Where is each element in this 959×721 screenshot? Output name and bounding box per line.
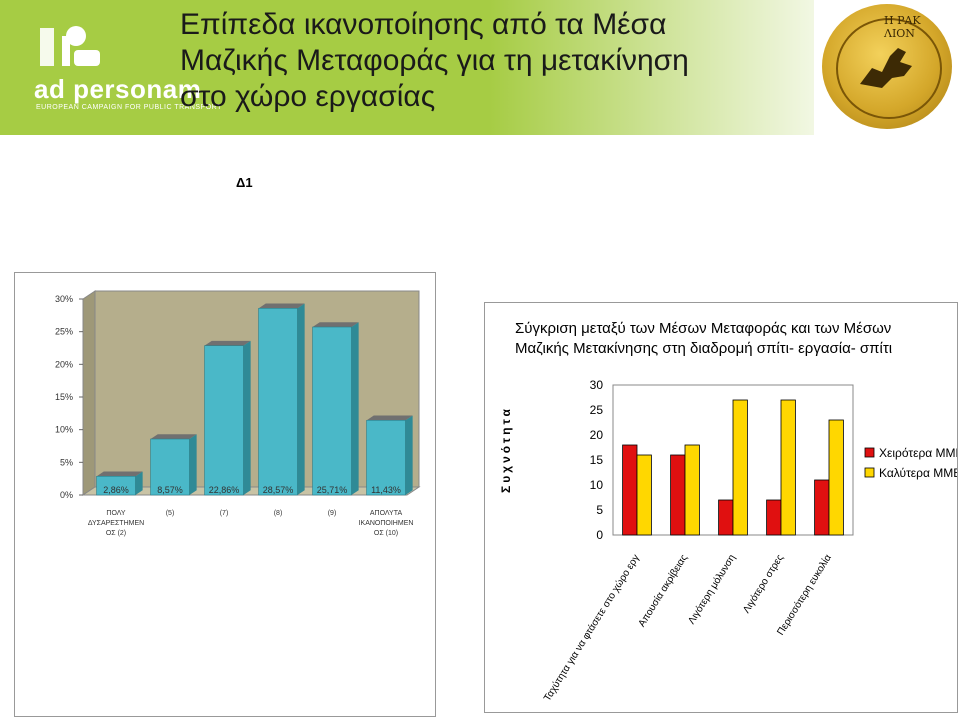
satisfaction-bar-chart: 0% 5% 10% 15% 20% 25% 30% 2,86% ΠΟΛΥ ΔΥΣΑΡΕΣΤΗΜΕΝ… — [55, 290, 421, 537]
bar — [312, 326, 352, 496]
slide-label: Δ1 — [236, 175, 253, 190]
bar-side — [243, 340, 251, 495]
comparison-y-tick-label: 25 — [590, 403, 604, 417]
legend-swatch — [864, 447, 875, 458]
bar-data-label: 11,43% — [371, 485, 401, 495]
comparison-bar — [636, 454, 652, 536]
x-category-label: ΑΠΟΛΥΤΑ — [370, 510, 403, 517]
chart-side-wall — [82, 290, 96, 496]
seal-ring — [836, 18, 942, 119]
bar-top — [366, 415, 413, 421]
y-tick-label: 25% — [55, 327, 73, 337]
y-tick-label: 30% — [55, 294, 73, 304]
comparison-bar — [732, 399, 748, 536]
x-category-label: (7) — [220, 510, 229, 517]
comparison-y-tick-label: 0 — [596, 528, 603, 542]
comparison-chart-title-line-1: Σύγκριση μεταξύ των Μέσων Μεταφοράς και … — [515, 320, 891, 337]
x-category-label: ΔΥΣΑΡΕΣΤΗΜΕΝ — [88, 520, 144, 527]
comparison-y-tick-label: 10 — [590, 478, 604, 492]
x-category-label: ΟΣ (10) — [374, 530, 398, 537]
y-tick-label: 5% — [60, 457, 73, 467]
comparison-x-category-label: Περισσότερη ευκολία — [775, 552, 835, 637]
bar-top — [204, 340, 251, 346]
bar-data-label: 22,86% — [209, 485, 240, 495]
seal-lettering: Η ΡΑΚ ΛΙΟΝ — [884, 14, 921, 40]
bar-data-label: 25,71% — [317, 485, 348, 495]
x-category-label: (5) — [166, 510, 175, 517]
legend-label: Καλύτερα ΜΜΕ — [879, 466, 957, 480]
header-banner-fade — [0, 0, 814, 135]
y-tick-label: 10% — [55, 425, 73, 435]
y-tick-label: 0% — [60, 490, 73, 500]
logo-subtitle: EUROPEAN CAMPAIGN FOR PUBLIC TRANSPORT — [36, 104, 222, 111]
satisfaction-chart-panel: 0% 5% 10% 15% 20% 25% 30% 2,86% ΠΟΛΥ ΔΥΣΑΡΕΣΤΗΜΕΝ… — [14, 272, 436, 717]
comparison-bar — [766, 499, 782, 536]
comparison-bar — [828, 419, 844, 536]
comparison-x-category-label: Απουσία ακρίβειας — [636, 552, 690, 629]
bar-side — [351, 322, 359, 495]
bar-side — [297, 303, 305, 495]
comparison-chart-title-line-2: Μαζικής Μετακίνησης στη διαδρομή σπίτι- … — [515, 340, 892, 357]
university-seal-icon: Η ΡΑΚ ΛΙΟΝ — [822, 4, 952, 129]
comparison-x-category-label: Λιγότερο στρες — [740, 552, 786, 615]
comparison-bar — [622, 444, 638, 536]
comparison-bar — [814, 479, 830, 536]
comparison-bar — [718, 499, 734, 536]
bar — [258, 308, 298, 496]
comparison-bar — [780, 399, 796, 536]
x-category-label: ΙΚΑΝΟΠΟΙΗΜΕΝ — [359, 520, 414, 527]
page-title-line-1: Επίπεδα ικανοποίησης από τα Μέσα — [180, 8, 667, 41]
bar — [204, 345, 244, 496]
comparison-y-tick-label: 20 — [590, 428, 604, 442]
bar-data-label: 2,86% — [103, 485, 129, 495]
bar-top — [258, 303, 305, 309]
bar-data-label: 8,57% — [157, 485, 183, 495]
griffin-icon — [860, 48, 912, 88]
bar-top — [150, 434, 197, 440]
y-tick-label: 20% — [55, 359, 73, 369]
comparison-x-category-label: Ταχύτητα για να φτάσετε στο χώρο εργ — [541, 552, 642, 703]
comparison-chart-panel: Σύγκριση μεταξύ των Μέσων Μεταφοράς και … — [484, 302, 959, 713]
ad-personam-logo — [14, 6, 174, 124]
bar-side — [189, 434, 197, 495]
comparison-y-tick-label: 5 — [596, 503, 603, 517]
bar-side — [135, 471, 143, 495]
comparison-bar-chart: Σύγκριση μεταξύ των Μέσων Μεταφοράς και … — [499, 320, 959, 703]
bar — [96, 476, 136, 496]
comparison-y-axis-label: Συχνότητα — [499, 406, 513, 493]
page-title-line-2: Μαζικής Μεταφοράς για τη μετακίνηση — [180, 44, 689, 77]
comparison-bar — [670, 454, 686, 536]
y-tick-label: 15% — [55, 392, 73, 402]
x-category-label: (8) — [274, 510, 283, 517]
bar-data-label: 28,57% — [263, 485, 294, 495]
legend-swatch — [864, 467, 875, 478]
x-category-label: ΟΣ (2) — [106, 530, 126, 537]
logo-figure-icon — [40, 26, 100, 66]
logo-text: ad personam — [34, 74, 202, 104]
comparison-y-tick-label: 30 — [590, 378, 604, 392]
bar-side — [405, 415, 413, 495]
comparison-x-category-label: Λιγότερη μόλυνση — [685, 552, 737, 626]
bar — [150, 438, 190, 496]
comparison-y-tick-label: 15 — [590, 453, 604, 467]
bar-top — [96, 471, 143, 477]
x-category-label: (9) — [328, 510, 337, 517]
comparison-bar — [684, 444, 700, 536]
bar — [366, 420, 406, 496]
legend-label: Χειρότερα ΜΜΕ — [879, 446, 957, 460]
page-title-line-3: στο χώρο εργασίας — [180, 80, 436, 113]
x-category-label: ΠΟΛΥ — [106, 510, 126, 517]
bar-top — [312, 322, 359, 328]
